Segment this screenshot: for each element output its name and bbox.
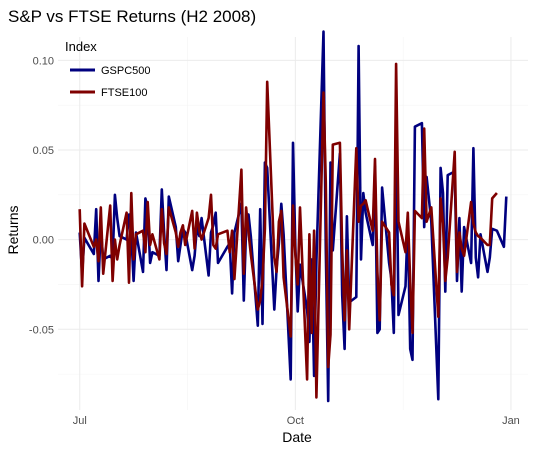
y-axis-title: Returns	[5, 205, 21, 254]
legend-items: GSPC500 FTSE100	[70, 65, 151, 99]
series-line-ftse100	[78, 62, 498, 399]
x-axis-tick-labels: Jul Oct Jan	[73, 415, 520, 427]
legend-title: Index	[65, 39, 97, 54]
x-tick-label: Jan	[502, 415, 520, 427]
x-axis-title: Date	[282, 429, 312, 445]
x-tick-label: Oct	[287, 415, 304, 427]
y-axis-tick-labels: -0.05 0.00 0.05 0.10	[29, 55, 54, 336]
legend: Index GSPC500 FTSE100	[65, 39, 151, 99]
legend-label: FTSE100	[101, 87, 147, 99]
chart-title: S&P vs FTSE Returns (H2 2008)	[8, 7, 256, 26]
legend-label: GSPC500	[101, 65, 151, 77]
x-tick-label: Jul	[73, 415, 87, 427]
series-lines	[78, 30, 508, 403]
y-tick-label: 0.05	[33, 145, 54, 157]
y-tick-label: 0.00	[33, 235, 54, 247]
y-tick-label: 0.10	[33, 55, 54, 67]
y-tick-label: -0.05	[29, 324, 54, 336]
